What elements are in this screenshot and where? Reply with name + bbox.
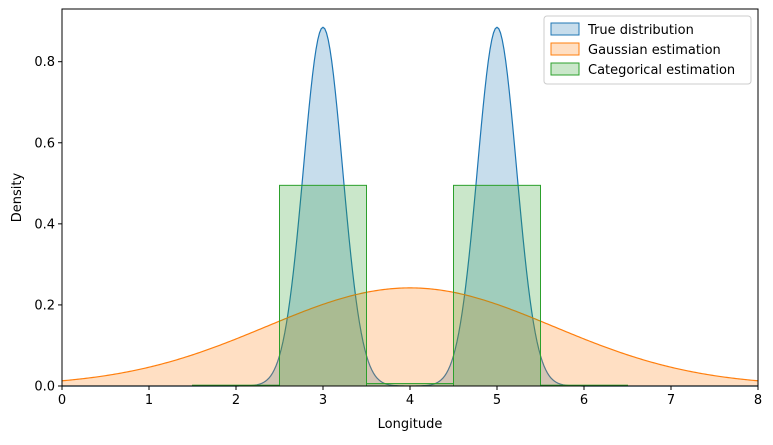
x-tick-label: 8 [754, 393, 762, 408]
legend-entry-0: True distribution [587, 23, 694, 38]
legend-entry-1: Gaussian estimation [588, 43, 721, 58]
axes-layer: 0 1 2 3 4 5 6 7 8 0.0 0.2 0.4 0.6 0.8 Longitude Density [10, 8, 762, 432]
legend-box [543, 15, 752, 85]
y-tick-label: 0.6 [34, 136, 55, 151]
y-tick-label: 0.8 [34, 55, 55, 70]
series-layer [61, 26, 759, 387]
legend-entry-2: Categorical estimation [588, 63, 735, 78]
legend-swatch-2 [550, 62, 580, 76]
x-axis-label: Longitude [378, 417, 443, 432]
categorical-bin-1 [279, 184, 367, 387]
legend: True distribution Gaussian estimation Cate… [543, 15, 752, 85]
legend-swatch-1 [550, 42, 580, 56]
x-tick-label: 7 [667, 393, 675, 408]
x-tick-label: 4 [406, 393, 414, 408]
x-tick-label: 5 [493, 393, 501, 408]
y-tick-label: 0.0 [34, 380, 55, 395]
x-tick-label: 6 [580, 393, 588, 408]
x-tick-label: 2 [232, 393, 240, 408]
y-axis-label: Density [10, 172, 25, 222]
x-tick-label: 1 [145, 393, 153, 408]
categorical-bin-3 [453, 184, 541, 387]
y-tick-label: 0.4 [34, 217, 55, 232]
legend-swatch-0 [550, 22, 580, 36]
gaussian-estimation-curve-fill [62, 287, 758, 386]
y-tick-label: 0.2 [34, 298, 55, 313]
x-tick-label: 0 [58, 393, 66, 408]
gaussian-estimation-curve-line [61, 287, 759, 382]
x-tick-label: 3 [319, 393, 327, 408]
